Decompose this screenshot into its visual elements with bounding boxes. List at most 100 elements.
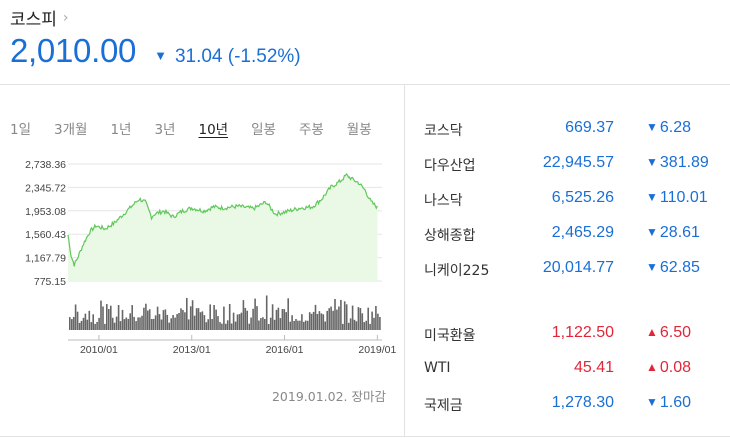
market-name: 나스닥 bbox=[424, 193, 463, 209]
x-tick-label: 2019/01 bbox=[358, 344, 396, 356]
market-value: 1,122.50 bbox=[551, 324, 614, 341]
volume-bar bbox=[108, 309, 110, 330]
volume-bar bbox=[258, 320, 260, 330]
volume-bar bbox=[338, 306, 340, 330]
volume-bar bbox=[168, 322, 170, 330]
volume-bar bbox=[351, 305, 354, 330]
market-row-nasdaq[interactable]: 나스닥 6,525.26 ▼ 110.01 bbox=[424, 184, 724, 219]
tab-3m[interactable]: 3개월 bbox=[54, 122, 88, 138]
volume-bar bbox=[279, 318, 282, 330]
volume-bar bbox=[152, 318, 155, 330]
volume-bar bbox=[301, 314, 303, 330]
volume-bar bbox=[92, 314, 94, 330]
volume-bar bbox=[123, 319, 126, 330]
volume-bar bbox=[293, 321, 295, 330]
index-chart-svg: 2,738.36 2,345.72 1,953.08 1,560.43 1,167.79… bbox=[25, 159, 396, 356]
volume-bar bbox=[215, 309, 217, 330]
volume-bar bbox=[289, 321, 291, 330]
market-change-value: 0.08 bbox=[659, 359, 692, 376]
market-row-dow[interactable]: 다우산업 22,945.57 ▼ 381.89 bbox=[424, 149, 724, 184]
volume-bar bbox=[252, 308, 254, 330]
index-header: 코스피 › 2,010.00 ▼ 31.04 (-1.52%) bbox=[10, 4, 301, 70]
volume-bar bbox=[267, 324, 270, 330]
volume-bar bbox=[207, 319, 209, 330]
market-row-gold[interactable]: 국제금 1,278.30 ▼ 1.60 bbox=[424, 389, 724, 424]
market-row-kosdaq[interactable]: 코스닥 669.37 ▼ 6.28 bbox=[424, 114, 724, 149]
as-of-timestamp: 2019.01.02. 장마감 bbox=[271, 389, 386, 404]
volume-bar bbox=[363, 322, 365, 330]
up-arrow-icon: ▲ bbox=[646, 360, 658, 374]
market-name: WTI bbox=[424, 360, 451, 376]
volume-bar bbox=[265, 295, 268, 330]
volume-bar bbox=[193, 315, 196, 330]
volume-bar bbox=[195, 308, 198, 330]
volume-bar bbox=[359, 308, 362, 330]
volume-bar bbox=[269, 317, 272, 330]
volume-bar bbox=[129, 313, 131, 330]
volume-bar bbox=[197, 308, 200, 330]
volume-bar bbox=[154, 315, 157, 330]
volume-bar bbox=[271, 304, 274, 330]
market-row-shanghai[interactable]: 상해종합 2,465.29 ▼ 28.61 bbox=[424, 219, 724, 254]
tab-weekly[interactable]: 주봉 bbox=[298, 122, 324, 138]
volume-bar bbox=[80, 320, 83, 330]
market-change: ▲ 6.50 bbox=[646, 324, 691, 342]
volume-bar bbox=[199, 312, 202, 330]
index-title-link[interactable]: 코스피 › bbox=[10, 4, 301, 30]
tab-3y[interactable]: 3년 bbox=[154, 122, 176, 138]
y-tick-label: 2,345.72 bbox=[25, 182, 66, 194]
tab-1d[interactable]: 1일 bbox=[10, 122, 32, 138]
market-change: ▼ 381.89 bbox=[646, 154, 709, 172]
volume-bar bbox=[121, 309, 124, 330]
volume-bar bbox=[158, 314, 161, 330]
vertical-divider bbox=[404, 85, 405, 436]
volume-bar bbox=[76, 311, 79, 330]
volume-bar bbox=[164, 309, 167, 330]
volume-bar bbox=[355, 321, 358, 330]
market-value: 20,014.77 bbox=[542, 259, 614, 276]
x-tick-label: 2013/01 bbox=[173, 344, 211, 356]
volume-bar bbox=[100, 300, 102, 330]
tab-monthly[interactable]: 월봉 bbox=[346, 122, 372, 138]
volume-bar bbox=[326, 310, 328, 330]
volume-bar bbox=[316, 314, 319, 330]
volume-bar bbox=[145, 303, 147, 330]
market-row-wti[interactable]: WTI 45.41 ▲ 0.08 bbox=[424, 354, 724, 389]
volume-bar bbox=[187, 319, 190, 330]
volume-bar bbox=[170, 318, 172, 330]
volume-bar bbox=[148, 309, 151, 330]
volume-bar bbox=[299, 320, 301, 330]
tab-daily[interactable]: 일봉 bbox=[251, 122, 276, 138]
volume-bar bbox=[322, 314, 325, 330]
volume-bar bbox=[297, 320, 299, 330]
volume-bar bbox=[176, 314, 178, 330]
market-row-usd-krw[interactable]: 미국환율 1,122.50 ▲ 6.50 bbox=[424, 319, 724, 354]
market-change-value: 62.85 bbox=[659, 259, 700, 276]
market-value: 2,465.29 bbox=[551, 224, 614, 241]
volume-bar bbox=[143, 307, 145, 330]
volume-bar bbox=[303, 321, 305, 330]
market-row-nikkei[interactable]: 니케이225 20,014.77 ▼ 62.85 bbox=[424, 254, 724, 289]
volume-bar bbox=[250, 317, 252, 330]
tab-1y[interactable]: 1년 bbox=[110, 122, 132, 138]
volume-bar bbox=[160, 319, 163, 330]
volume-bar bbox=[117, 305, 120, 330]
tab-10y[interactable]: 10년 bbox=[198, 122, 229, 138]
volume-bar bbox=[226, 320, 229, 330]
index-chart[interactable]: 2,738.36 2,345.72 1,953.08 1,560.43 1,167.79… bbox=[0, 150, 400, 360]
volume-bar bbox=[232, 312, 235, 330]
up-arrow-icon: ▲ bbox=[646, 325, 658, 339]
volume-bar bbox=[201, 311, 204, 330]
volume-bar bbox=[281, 309, 284, 330]
y-tick-label: 2,738.36 bbox=[25, 159, 66, 171]
volume-bar bbox=[295, 319, 297, 330]
volume-bar bbox=[244, 307, 247, 330]
market-value: 6,525.26 bbox=[551, 189, 614, 206]
volume-bar bbox=[182, 310, 184, 330]
volume-bar bbox=[273, 319, 276, 330]
market-change: ▼ 1.60 bbox=[646, 394, 691, 412]
volume-bar bbox=[141, 315, 143, 330]
market-name: 니케이225 bbox=[424, 263, 490, 279]
volume-bar bbox=[375, 306, 377, 330]
volume-bar bbox=[256, 306, 258, 330]
